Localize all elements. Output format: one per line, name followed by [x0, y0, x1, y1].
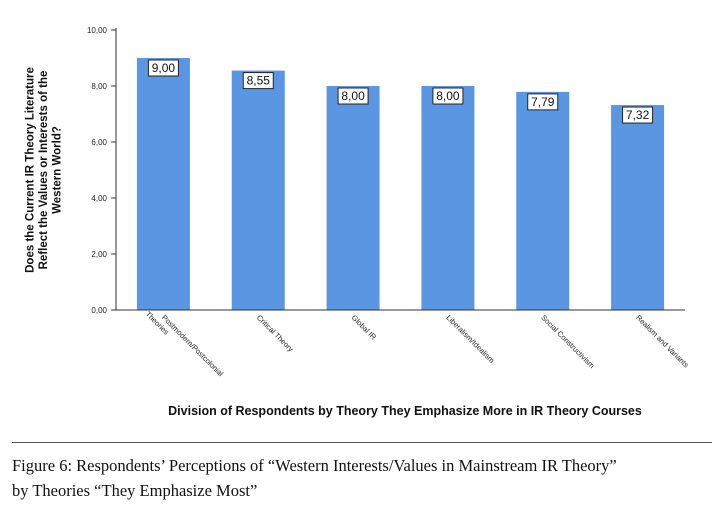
data-label: 9,00 [152, 61, 176, 75]
bars: 9,00 8,55 8,00 8,00 7,79 7,32 [136, 58, 665, 310]
y-axis-ticks: 0,00 2,00 4,00 6,00 8,00 10,00 [87, 26, 116, 315]
y-tick-label: 4,00 [91, 194, 107, 203]
figure-caption: Figure 6: Respondents’ Perceptions of “W… [12, 453, 717, 503]
data-label-box [242, 72, 274, 90]
y-axis-title-line: Western World? [52, 126, 64, 214]
data-label-box [337, 87, 369, 105]
y-axis-title-line: Does the Current IR Theory Literature [25, 67, 37, 273]
bar [231, 70, 285, 310]
x-tick-label: Critical Theory [255, 313, 296, 354]
bar [421, 86, 475, 310]
y-axis-title: Does the Current IR Theory Literature Ref… [25, 67, 64, 273]
bar [136, 58, 190, 310]
bar [516, 91, 570, 310]
x-tick-label: Global IR [350, 313, 379, 342]
x-tick-label: Postmodern/PostcolonialTheories [144, 303, 226, 385]
y-tick-label: 10,00 [87, 26, 108, 35]
data-label: 7,79 [531, 95, 555, 109]
data-label: 8,55 [247, 74, 271, 88]
y-tick-label: 0,00 [91, 306, 107, 315]
y-tick-label: 2,00 [91, 250, 107, 259]
bar [611, 105, 665, 310]
data-label: 8,00 [436, 89, 460, 103]
bar-chart: Does the Current IR Theory Literature Ref… [25, 26, 691, 418]
x-tick-label: Liberalism/Idealism [445, 313, 497, 365]
caption-line-2: by Theories “They Emphasize Most” [12, 481, 258, 500]
data-label-box [527, 93, 559, 111]
data-label: 7,32 [626, 108, 650, 122]
x-tick-label: Realism and Variants [634, 313, 691, 370]
data-label-box [432, 87, 464, 105]
y-tick-label: 8,00 [91, 82, 107, 91]
caption-line-1: Figure 6: Respondents’ Perceptions of “W… [12, 456, 617, 475]
x-tick-label: Social Constructivism [539, 313, 596, 370]
y-axis-title-line: Reflect the Values or Interests of the [38, 71, 50, 270]
caption-divider [12, 442, 712, 443]
x-axis-ticks: Postmodern/PostcolonialTheories Critical … [144, 303, 691, 385]
data-label-box [622, 106, 654, 124]
data-label: 8,00 [341, 89, 365, 103]
data-label-box [147, 59, 179, 77]
x-axis-title: Division of Respondents by Theory They E… [168, 404, 642, 418]
bar [326, 86, 380, 310]
y-tick-label: 6,00 [91, 138, 107, 147]
